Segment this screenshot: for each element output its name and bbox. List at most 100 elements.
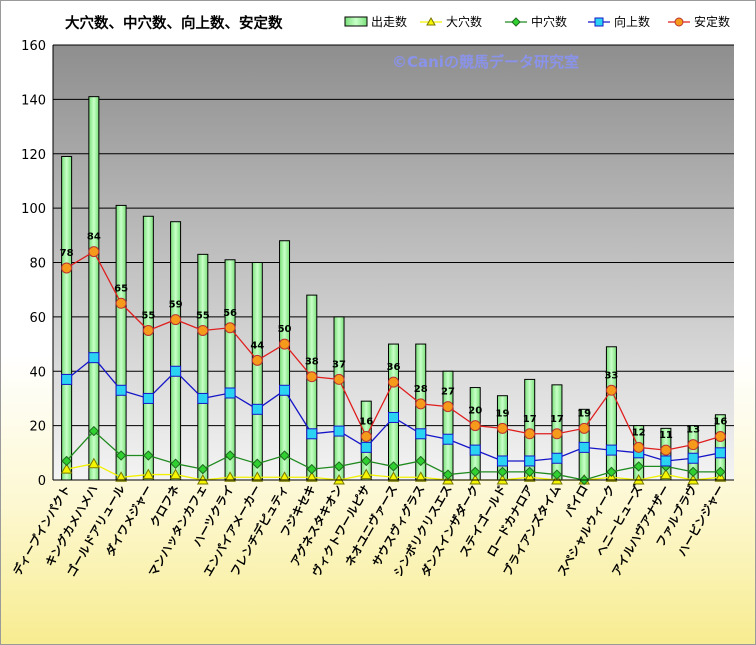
data-labels: 78 84 65 55 59 55 56 44 50 38 37 16 36 28 27 20 19 17 17 19… — [60, 232, 728, 441]
data-label: 13 — [686, 425, 700, 436]
x-axis: ディープインパクトキングカメハメハゴールドアリュールダイワメジャークロフネマンハ… — [10, 479, 734, 579]
y-tick-label: 160 — [21, 39, 46, 54]
data-point — [715, 466, 726, 478]
data-label: 19 — [577, 408, 591, 419]
data-point — [442, 433, 454, 445]
data-point — [224, 322, 236, 334]
data-label: 12 — [632, 427, 646, 438]
legend-swatch — [344, 16, 368, 27]
data-point — [333, 425, 345, 437]
data-point — [660, 455, 672, 467]
data-point — [714, 431, 726, 442]
data-point — [551, 469, 563, 480]
data-point — [633, 461, 644, 472]
data-point — [115, 471, 127, 482]
bar — [115, 204, 127, 481]
data-point — [251, 354, 263, 366]
chart-title: 大穴数、中穴数、向上数、安定数 — [65, 14, 283, 32]
data-label: 16 — [713, 417, 727, 428]
legend-marker — [426, 16, 436, 26]
bar — [88, 96, 100, 481]
data-point — [251, 471, 264, 482]
legend-item: 向上数 — [588, 14, 650, 29]
data-label: 33 — [604, 370, 618, 381]
legend-label: 出走数 — [371, 14, 407, 29]
data-label: 17 — [523, 414, 537, 425]
data-label: 11 — [659, 430, 673, 441]
legend: 出走数 大穴数 中穴数 向上数 安定数 — [344, 14, 730, 29]
bar — [142, 215, 154, 481]
data-point — [197, 324, 209, 336]
data-point — [306, 371, 318, 383]
data-point — [469, 444, 481, 456]
data-label: 59 — [169, 300, 183, 311]
watermark: ©Caniの競馬データ研究室 — [392, 53, 579, 71]
y-tick-label: 100 — [21, 202, 46, 217]
data-point — [88, 457, 100, 469]
data-point — [415, 455, 426, 467]
data-point — [306, 463, 317, 475]
x-tick-label: パイロ — [561, 483, 590, 520]
data-point — [170, 314, 182, 326]
data-point — [360, 431, 372, 442]
y-tick-label: 20 — [29, 420, 46, 435]
data-point — [415, 428, 427, 440]
legend-label: 向上数 — [614, 14, 650, 29]
data-point — [88, 246, 100, 258]
data-label: 27 — [441, 387, 455, 398]
legend-item: 中穴数 — [505, 14, 567, 29]
legend-marker — [511, 17, 521, 27]
data-point — [61, 262, 73, 274]
data-point — [524, 466, 535, 478]
data-point — [305, 471, 318, 482]
data-point — [360, 468, 373, 480]
data-point — [197, 463, 209, 475]
data-point — [142, 392, 154, 404]
legend-marker — [594, 17, 604, 27]
y-tick-label: 0 — [38, 474, 46, 489]
y-tick-label: 80 — [29, 257, 46, 272]
bar — [197, 253, 209, 481]
data-point — [442, 469, 454, 480]
data-point — [279, 450, 290, 461]
data-point — [633, 441, 645, 453]
data-point — [388, 411, 399, 423]
data-point — [470, 466, 481, 478]
data-point — [170, 458, 181, 469]
data-point — [251, 403, 263, 415]
data-point — [333, 373, 345, 385]
data-point — [306, 428, 318, 440]
data-point — [687, 466, 699, 478]
data-point — [361, 455, 372, 467]
bar — [333, 316, 345, 481]
data-point — [442, 401, 454, 413]
data-label: 78 — [60, 248, 74, 259]
data-point — [224, 450, 236, 461]
bar — [605, 346, 617, 481]
data-label: 37 — [332, 359, 346, 370]
bar — [306, 294, 318, 481]
bar — [279, 240, 291, 481]
y-tick-label: 120 — [21, 148, 46, 163]
data-point — [115, 384, 127, 396]
data-label: 16 — [359, 417, 373, 428]
data-point — [551, 428, 563, 440]
data-label: 84 — [87, 232, 101, 243]
data-point — [524, 455, 536, 467]
data-point — [605, 444, 617, 456]
data-point — [660, 444, 672, 456]
data-point — [115, 297, 127, 309]
data-point — [469, 420, 481, 432]
data-point — [415, 398, 427, 410]
data-point — [687, 452, 699, 464]
data-point — [524, 428, 536, 440]
data-point — [60, 463, 73, 474]
data-point — [224, 471, 236, 482]
bar — [61, 155, 73, 481]
legend-item: 出走数 — [344, 14, 407, 29]
data-point — [142, 324, 154, 336]
bar — [469, 387, 481, 481]
legend-label: 中穴数 — [531, 14, 567, 29]
legend-label: 大穴数 — [446, 14, 482, 29]
legend-item: 安定数 — [668, 14, 730, 29]
